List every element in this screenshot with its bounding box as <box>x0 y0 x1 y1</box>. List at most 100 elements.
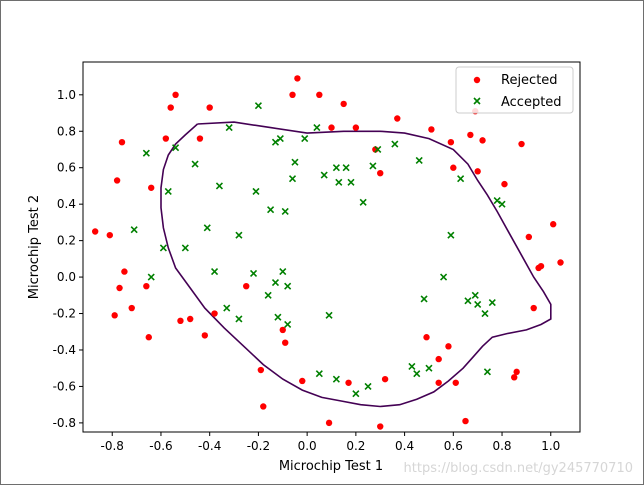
accepted-point <box>267 206 275 214</box>
rejected-point <box>257 366 265 374</box>
rejected-point <box>128 304 135 312</box>
rejected-point <box>143 282 150 290</box>
y-tick-label: -0.4 <box>53 343 76 357</box>
accepted-point <box>291 158 299 166</box>
legend: Rejected Accepted <box>455 66 574 114</box>
accepted-point <box>284 320 292 329</box>
rejected-point <box>243 282 250 290</box>
accepted-point <box>408 362 416 370</box>
rejected-point <box>116 284 123 292</box>
rejected-point <box>447 138 455 146</box>
legend-rejected-marker <box>473 76 481 84</box>
y-tick-label: 1.0 <box>57 88 76 102</box>
x-tick-label: -0.4 <box>198 439 221 453</box>
decision-boundary-layer <box>160 121 552 408</box>
rejected-point <box>111 312 118 319</box>
rejected-point <box>435 355 442 363</box>
rejected-point <box>537 262 545 270</box>
x-tick-label: 0.6 <box>444 439 463 453</box>
x-tick-label: 0.8 <box>492 439 511 453</box>
x-tick-label: -0.6 <box>149 439 172 453</box>
rejected-point <box>467 131 474 139</box>
accepted-point <box>264 291 272 299</box>
rejected-point <box>294 75 301 82</box>
rejected-point <box>530 304 537 312</box>
accepted-point <box>313 124 321 132</box>
rejected-point <box>121 268 128 275</box>
accepted-point <box>271 278 280 287</box>
accepted-point <box>225 124 233 132</box>
x-axis-label: Microchip Test 1 <box>279 459 383 474</box>
accepted-point <box>284 282 292 290</box>
y-tick-label: 0.2 <box>57 234 76 248</box>
accepted-point <box>223 304 231 312</box>
accepted-point <box>474 300 482 308</box>
accepted-point <box>359 198 367 206</box>
accepted-point <box>498 200 506 208</box>
rejected-point <box>345 379 352 386</box>
accepted-point <box>281 207 289 216</box>
rejected-point <box>260 403 267 410</box>
accepted-point <box>215 182 223 190</box>
x-tick-label: 0.0 <box>298 439 317 453</box>
accepted-point <box>425 364 433 372</box>
y-tick-label: -0.6 <box>53 379 76 393</box>
rejected-point <box>550 221 557 228</box>
rejected-point <box>177 317 184 325</box>
accepted-point <box>203 224 211 232</box>
rejected-point <box>423 334 430 341</box>
rejected-point <box>201 332 209 339</box>
rejected-point <box>452 379 459 386</box>
rejected-point <box>511 374 518 381</box>
rejected-point <box>299 377 306 385</box>
rejected-point <box>328 124 335 131</box>
accepted-point <box>332 375 340 383</box>
rejected-point <box>118 138 126 146</box>
rejected-point <box>196 135 204 142</box>
rejected-point <box>394 115 401 122</box>
rejected-point <box>162 135 170 142</box>
accepted-point <box>254 102 262 110</box>
accepted-point <box>332 164 340 172</box>
accepted-point <box>181 244 189 252</box>
x-axis-ticks: -0.8 -0.6 -0.4 -0.2 0.0 0.2 0.4 0.6 0.8 1.0 <box>101 432 560 453</box>
legend-accepted-marker <box>473 97 481 105</box>
accepted-point <box>447 231 455 239</box>
rejected-point <box>211 310 218 317</box>
accepted-point <box>288 175 297 183</box>
y-tick-label: 0.4 <box>57 197 76 211</box>
rejected-point <box>518 140 525 148</box>
accepted-point <box>252 187 260 195</box>
accepted-point <box>164 187 172 195</box>
accepted-point <box>364 382 372 390</box>
rejected-point <box>186 315 194 323</box>
accepted-point <box>457 175 465 183</box>
rejected-point <box>377 169 384 177</box>
x-tick-label: -0.8 <box>101 439 124 453</box>
rejected-point <box>513 368 520 376</box>
y-tick-label: 0.6 <box>57 161 76 175</box>
y-axis-label: Microchip Test 2 <box>27 195 42 299</box>
accepted-point <box>142 149 150 157</box>
axes-frame <box>82 61 581 433</box>
watermark-text: https://blog.csdn.net/gy245770710 <box>404 461 633 476</box>
accepted-point <box>342 164 350 172</box>
rejected-point <box>289 91 296 99</box>
accepted-point <box>274 313 282 321</box>
x-tick-label: 1.0 <box>541 439 560 453</box>
rejected-point <box>172 91 179 99</box>
x-tick-label: -0.2 <box>247 439 270 453</box>
rejected-point <box>525 233 533 241</box>
rejected-point <box>206 104 213 111</box>
accepted-point <box>481 309 489 318</box>
rejected-point <box>462 417 469 425</box>
accepted-point <box>172 144 180 152</box>
decision-boundary-line <box>160 121 552 408</box>
rejected-point <box>381 375 389 383</box>
accepted-point <box>374 145 382 154</box>
accepted-point <box>210 268 219 276</box>
rejected-point <box>377 423 384 430</box>
accepted-point <box>488 299 496 307</box>
